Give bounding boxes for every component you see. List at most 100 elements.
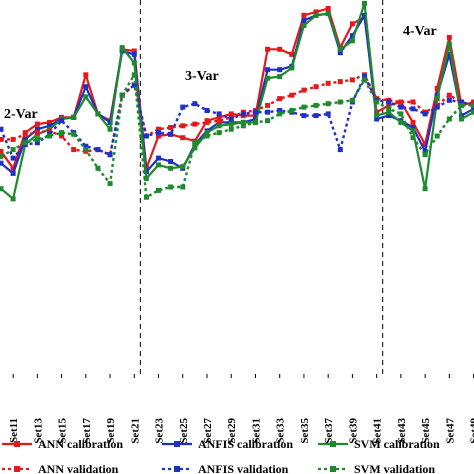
data-point-svm-validation (34, 136, 40, 142)
data-point-anfis-validation (59, 118, 65, 124)
data-point-svm-validation (95, 165, 101, 171)
data-point-svm-validation (362, 77, 368, 83)
data-point-svm-calibration (410, 128, 416, 134)
data-point-anfis-validation (458, 99, 464, 105)
data-point-ann-calibration (228, 111, 234, 117)
legend-marker-svm-validation (330, 466, 336, 472)
data-point-svm-validation (301, 104, 307, 110)
data-point-anfis-calibration (362, 12, 368, 18)
x-axis: Set11 Set13 Set15 Set17 Set19 Set21 Set23 Set25… (8, 374, 474, 444)
data-point-anfis-calibration (46, 123, 52, 129)
data-point-svm-calibration (362, 0, 368, 6)
data-point-svm-validation (180, 184, 186, 190)
data-point-anfis-validation (0, 126, 4, 132)
data-point-anfis-validation (252, 109, 258, 115)
x-tick-label: Set19 (105, 418, 117, 444)
data-point-ann-validation (313, 84, 319, 90)
data-point-ann-validation (168, 125, 174, 130)
x-tick-label: Set37 (323, 418, 335, 444)
data-point-svm-validation (119, 92, 125, 98)
data-point-svm-validation (265, 118, 271, 124)
data-point-ann-calibration (277, 46, 283, 52)
data-point-anfis-calibration (471, 106, 474, 112)
data-point-svm-validation (349, 97, 355, 103)
segment-label-2-var: 2-Var (4, 107, 38, 122)
segment-dividers (139, 0, 384, 378)
data-point-svm-calibration (119, 45, 125, 51)
data-point-svm-validation (228, 126, 234, 132)
legend-marker-anfis-validation (174, 466, 180, 472)
data-point-anfis-validation (216, 111, 222, 117)
data-point-ann-calibration (0, 148, 4, 154)
legend-marker-ann-validation (14, 466, 20, 472)
data-point-svm-calibration (216, 123, 222, 129)
data-point-ann-validation (204, 119, 210, 125)
data-point-anfis-validation (228, 116, 234, 122)
data-point-anfis-calibration (422, 148, 428, 154)
data-point-ann-validation (446, 92, 452, 98)
data-point-ann-validation (156, 126, 162, 132)
data-point-ann-calibration (325, 6, 331, 11)
x-tick-label: Set31 (250, 418, 262, 444)
data-point-svm-calibration (168, 165, 174, 171)
data-point-ann-calibration (131, 48, 137, 54)
data-point-ann-calibration (386, 102, 392, 108)
x-tick-label: Set35 (299, 418, 311, 444)
data-point-anfis-validation (277, 108, 283, 113)
data-point-svm-calibration (240, 119, 246, 125)
data-point-anfis-validation (107, 152, 113, 158)
data-point-ann-calibration (46, 119, 52, 125)
data-point-svm-calibration (83, 94, 89, 100)
data-point-anfis-validation (434, 104, 440, 110)
data-point-svm-validation (168, 184, 174, 190)
legend-label-svm-calibration: SVM calibration (354, 437, 440, 451)
data-point-anfis-validation (95, 147, 101, 153)
data-point-svm-validation (107, 181, 113, 187)
data-point-svm-calibration (192, 145, 198, 151)
legend: ANN calibration ANFIS calibration SVM cali… (2, 437, 440, 474)
data-point-ann-validation (325, 80, 331, 86)
data-point-svm-validation (59, 130, 65, 136)
data-point-svm-validation (156, 187, 162, 193)
data-point-svm-calibration (277, 74, 283, 79)
data-point-anfis-validation (240, 111, 246, 117)
data-point-svm-calibration (289, 65, 295, 71)
data-point-svm-calibration (434, 96, 440, 102)
x-tick-label: Set27 (202, 418, 214, 444)
data-point-svm-calibration (349, 38, 355, 44)
legend-item-ann-validation: ANN validation (2, 462, 119, 474)
data-point-svm-validation (204, 133, 210, 139)
data-point-ann-validation (265, 102, 271, 108)
data-point-anfis-validation (168, 131, 174, 137)
series-line-svm-calibration (0, 2, 474, 200)
x-tick-label: Set11 (8, 418, 20, 443)
x-tick-label: Set17 (81, 418, 93, 444)
data-point-anfis-validation (265, 109, 271, 115)
data-point-ann-validation (46, 128, 52, 134)
data-point-anfis-calibration (410, 125, 416, 130)
data-point-anfis-calibration (22, 136, 28, 142)
data-point-ann-validation (277, 96, 283, 102)
data-point-ann-validation (22, 131, 28, 137)
data-point-svm-calibration (71, 114, 77, 120)
x-tick-label: Set15 (57, 418, 69, 444)
data-point-ann-validation (398, 99, 404, 105)
data-point-anfis-calibration (34, 126, 40, 132)
data-point-ann-calibration (313, 9, 319, 15)
data-point-ann-validation (337, 79, 343, 85)
data-point-svm-validation (131, 72, 137, 78)
legend-item-ann-calibration: ANN calibration (2, 437, 123, 451)
data-point-svm-validation (434, 133, 440, 139)
data-point-ann-calibration (156, 133, 162, 139)
data-point-ann-validation (349, 77, 355, 83)
data-point-ann-validation (410, 99, 416, 105)
data-point-anfis-calibration (156, 155, 162, 161)
data-point-svm-calibration (422, 186, 428, 192)
data-point-anfis-validation (313, 113, 319, 119)
data-point-anfis-validation (156, 130, 162, 136)
data-point-svm-validation (374, 99, 380, 105)
data-point-anfis-calibration (265, 67, 271, 73)
data-point-svm-validation (46, 133, 52, 139)
legend-item-anfis-validation: ANFIS validation (162, 462, 289, 474)
legend-item-svm-calibration: SVM calibration (318, 437, 440, 451)
